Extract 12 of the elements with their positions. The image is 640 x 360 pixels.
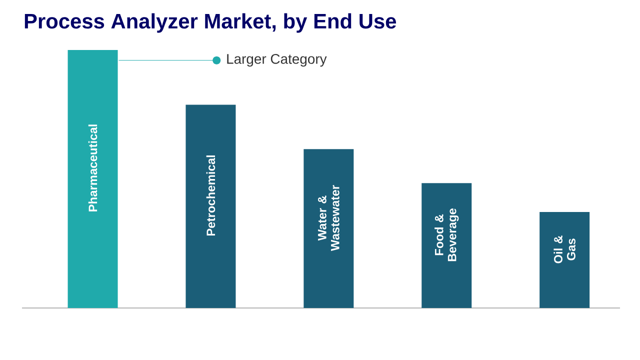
bar [186, 104, 236, 308]
x-tick-label: Water & Wastewater [318, 185, 340, 251]
bar [422, 183, 472, 308]
x-tick-label: Oil & Gas [554, 236, 576, 264]
bar [540, 212, 590, 308]
annotation: Larger Category [227, 54, 327, 67]
chart-title: Process Analyzer Market, by End Use [24, 13, 396, 33]
bar [304, 149, 354, 308]
bar [68, 50, 118, 308]
x-tick-label: Food & Beverage [434, 208, 459, 262]
x-tick-label: Pharmaceutical [88, 124, 98, 212]
x-tick-label: Petrochemical [206, 155, 216, 236]
